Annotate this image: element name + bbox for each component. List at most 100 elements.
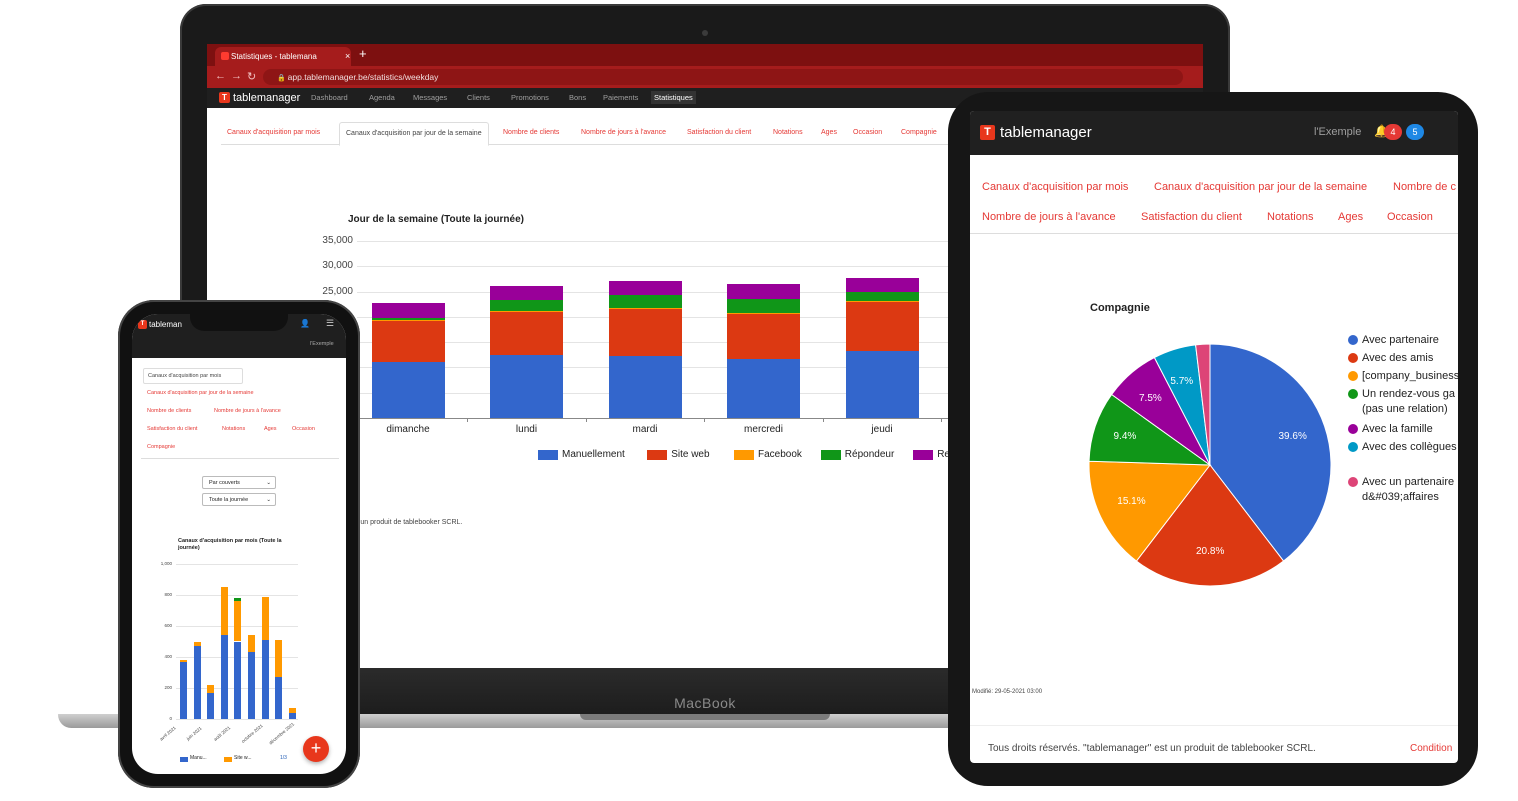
bar-segment (490, 311, 563, 355)
bar-segment (220, 587, 228, 636)
tab-occasion[interactable]: Occasion (292, 426, 315, 432)
tab-notations[interactable]: Notations (773, 129, 803, 136)
favicon-icon (221, 52, 229, 60)
tab-jours-avance[interactable]: Nombre de jours à l'avance (214, 408, 281, 414)
tab-acquisition-jour[interactable]: Canaux d'acquisition par jour de la sema… (339, 122, 489, 146)
tab-occasion[interactable]: Occasion (1387, 211, 1433, 223)
nav-promotions[interactable]: Promotions (511, 93, 549, 102)
lock-icon: 🔒 (277, 75, 288, 82)
tab-notations[interactable]: Notations (1267, 211, 1314, 223)
pie-slice-label: 20.8% (1196, 546, 1225, 558)
phone-account-name[interactable]: l'Exemple (310, 341, 334, 347)
nav-agenda[interactable]: Agenda (369, 93, 395, 102)
gridline (176, 719, 298, 720)
bar-segment (248, 652, 255, 719)
metric-select[interactable]: Par couverts ⌄ (202, 476, 276, 489)
tablet-app-logo[interactable]: tablemanager (1000, 124, 1092, 141)
conditions-link[interactable]: Condition (1410, 743, 1453, 754)
pie-slice[interactable] (1135, 464, 1285, 587)
bar-segment (490, 285, 563, 300)
legend-label: Manu... (190, 755, 207, 761)
legend-swatch (734, 450, 754, 460)
y-tick-label: 800 (164, 592, 172, 597)
nav-paiements[interactable]: Paiements (603, 93, 639, 102)
message-badge[interactable]: 5 (1406, 124, 1424, 140)
url-text: app.tablemanager.be/statistics/weekday (287, 72, 439, 82)
tab-nombre-clients[interactable]: Nombre de c (1393, 181, 1456, 193)
legend-label: Avec un partenaire d&#039;affaires (1362, 476, 1455, 503)
gridline (357, 241, 997, 242)
pie-slice[interactable] (1088, 460, 1211, 562)
y-tick-label: 0 (169, 716, 172, 721)
nav-messages[interactable]: Messages (413, 93, 448, 102)
bar-segment (288, 708, 296, 713)
compagnie-legend: Avec partenaire Avec des amis [company_bus… (970, 111, 1458, 763)
menu-icon[interactable]: ☰ (326, 318, 335, 328)
nav-statistiques[interactable]: Statistiques (651, 91, 696, 104)
nav-bons[interactable]: Bons (569, 93, 587, 102)
bar-segment (234, 601, 242, 642)
nav-dashboard[interactable]: Dashboard (311, 93, 348, 102)
y-tick-label: 600 (164, 623, 172, 628)
tab-notations[interactable]: Notations (222, 426, 246, 432)
bar-segment (608, 308, 682, 310)
tab-ages[interactable]: Ages (821, 129, 837, 136)
tab-acquisition-mois[interactable]: Canaux d'acquisition par mois (227, 129, 321, 136)
legend-dot (1348, 335, 1358, 345)
bar-segment (371, 318, 445, 320)
tab-jours-avance[interactable]: Nombre de jours à l'avance (982, 211, 1116, 223)
tab-acquisition-jour[interactable]: Canaux d'acquisition par jour de la sema… (1154, 181, 1368, 193)
x-category-label: mardi (632, 424, 658, 435)
tab-ages[interactable]: Ages (1338, 211, 1364, 223)
add-button[interactable]: + (303, 736, 329, 762)
nav-clients[interactable]: Clients (467, 93, 490, 102)
tab-jours-avance[interactable]: Nombre de jours à l'avance (581, 129, 666, 136)
back-icon[interactable]: ← (215, 70, 226, 82)
tab-ages[interactable]: Ages (264, 426, 277, 432)
pie-slice-label: 15.1% (1117, 496, 1146, 508)
bar-segment (261, 596, 269, 640)
tab-compagnie[interactable]: Compagnie (901, 129, 937, 136)
tablemanager-logo-icon: T (219, 92, 230, 103)
tab-acquisition-jour[interactable]: Canaux d'acquisition par jour de la sema… (147, 390, 254, 396)
reload-icon[interactable]: ↻ (247, 71, 257, 83)
tab-nombre-clients[interactable]: Nombre de clients (503, 129, 560, 136)
chevron-down-icon: ⌄ (266, 480, 271, 486)
tab-compagnie[interactable]: Compagnie (147, 444, 176, 450)
legend-page-indicator[interactable]: 1/3 (280, 755, 287, 761)
new-tab-button[interactable]: + (359, 46, 367, 61)
tablet-stats-tabs: Canaux d'acquisition par mois Canaux d'a… (970, 169, 1458, 234)
url-field[interactable]: 🔒 app.tablemanager.be/statistics/weekday (263, 69, 1183, 85)
bar-segment (275, 677, 283, 719)
gridline (176, 595, 298, 596)
pie-slice[interactable] (1209, 343, 1332, 562)
legend-label: Un rendez-vous ga (pas une relation) (1362, 388, 1455, 415)
tab-acquisition-mois[interactable]: Canaux d'acquisition par mois (143, 368, 243, 384)
tab-satisfaction[interactable]: Satisfaction du client (687, 129, 752, 136)
app-logo[interactable]: tablemanager (233, 92, 301, 104)
period-select-value: Toute la journée (209, 497, 249, 503)
period-select[interactable]: Toute la journée ⌄ (202, 493, 276, 506)
pie-slice[interactable] (1195, 343, 1211, 466)
address-bar-row: ← → ↻ 🔒 app.tablemanager.be/statistics/w… (207, 66, 1203, 88)
tablet-screen: T tablemanager l'Exemple 🔔 4 5 Canaux d'… (970, 111, 1458, 763)
gridline (176, 564, 298, 565)
x-category-label: lundi (515, 424, 538, 435)
close-tab-icon[interactable]: × (345, 51, 351, 61)
bar-segment (275, 639, 283, 678)
tab-nombre-clients[interactable]: Nombre de clients (147, 408, 192, 414)
phone-app-logo[interactable]: tableman (149, 320, 182, 329)
user-icon[interactable]: 👤 (300, 319, 310, 328)
legend-dot (1348, 353, 1358, 363)
browser-tab[interactable]: Statistiques - tablemana × (215, 47, 351, 66)
bar-segment (608, 280, 682, 295)
forward-icon[interactable]: → (231, 70, 242, 82)
tab-occasion[interactable]: Occasion (853, 129, 883, 136)
legend-dot (1348, 371, 1358, 381)
notification-badge[interactable]: 4 (1384, 124, 1402, 140)
pie-svg (1088, 343, 1332, 587)
tablet-account-name[interactable]: l'Exemple (1314, 126, 1362, 138)
tab-satisfaction[interactable]: Satisfaction du client (1141, 211, 1242, 223)
tab-satisfaction[interactable]: Satisfaction du client (147, 426, 198, 432)
tab-acquisition-mois[interactable]: Canaux d'acquisition par mois (982, 181, 1129, 193)
